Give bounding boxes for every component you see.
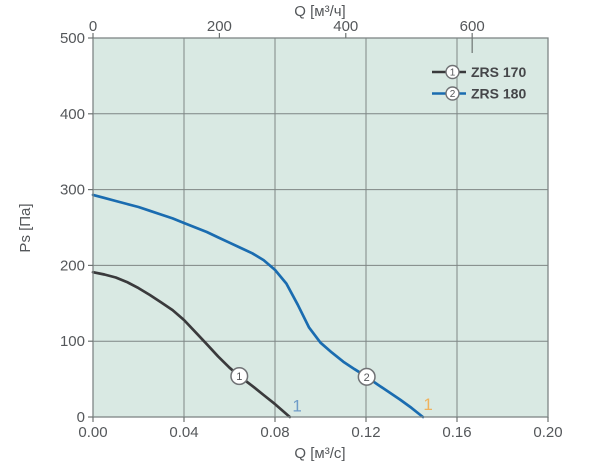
curve-end-annotation: 1 <box>292 397 301 416</box>
x-top-tick-label: 0 <box>89 18 97 35</box>
plot-area: 0 100 200 300 400 500 0.00 0.04 0.08 0.12 0.16 0.20… <box>60 18 563 441</box>
x-top-axis-title: Q [м³/ч] <box>294 3 345 20</box>
y-axis-tick-label: 0 <box>77 409 85 426</box>
legend-label-zrs-170: ZRS 170 <box>471 64 526 80</box>
curve-marker-circle <box>357 367 376 386</box>
x-bottom-tick-label: 0.12 <box>351 424 380 441</box>
curve-marker-2: 2 <box>357 367 376 386</box>
curve-marker-number: 2 <box>364 372 370 384</box>
legend-marker-number-2: 2 <box>450 89 456 100</box>
x-bottom-tick-label: 0.04 <box>169 424 198 441</box>
series-curve-zrs-170 <box>91 270 292 419</box>
curve-marker-1: 1 <box>230 367 249 386</box>
x-top-tick-label: 600 <box>460 18 485 35</box>
curve-end-annotation: 1 <box>423 395 432 414</box>
x-bottom-tick-label: 0.16 <box>442 424 471 441</box>
legend-marker-circle-1 <box>445 64 460 80</box>
x-top-tick-label: 400 <box>333 18 358 35</box>
y-axis-tick-label: 400 <box>60 106 85 123</box>
x-bottom-tick-label: 0.08 <box>260 424 289 441</box>
y-axis-tick-label: 500 <box>60 30 85 47</box>
legend-marker-circle-2 <box>445 86 460 101</box>
curve-marker-number: 1 <box>236 371 242 383</box>
y-axis-tick-label: 300 <box>60 182 85 199</box>
legend-item-zrs-170: 1 ZRS 170 <box>432 64 526 80</box>
legend-marker-number-1: 1 <box>450 68 456 79</box>
y-axis-tick-label: 100 <box>60 333 85 350</box>
y-axis-title: Ps [Па] <box>17 203 34 252</box>
legend: 1 ZRS 170 2 ZRS 180 <box>432 64 526 102</box>
x-bottom-tick-label: 0.00 <box>78 424 107 441</box>
plot-border <box>92 37 549 418</box>
legend-label-zrs-180: ZRS 180 <box>471 86 526 102</box>
curve-marker-circle <box>230 367 249 386</box>
x-bottom-axis-title: Q [м³/с] <box>294 445 345 462</box>
legend-item-zrs-180: 2 ZRS 180 <box>432 86 526 102</box>
y-axis-tick-label: 200 <box>60 257 85 274</box>
plot-background <box>93 38 548 417</box>
x-bottom-tick-label: 0.20 <box>533 424 562 441</box>
x-top-tick-label: 200 <box>207 18 232 35</box>
